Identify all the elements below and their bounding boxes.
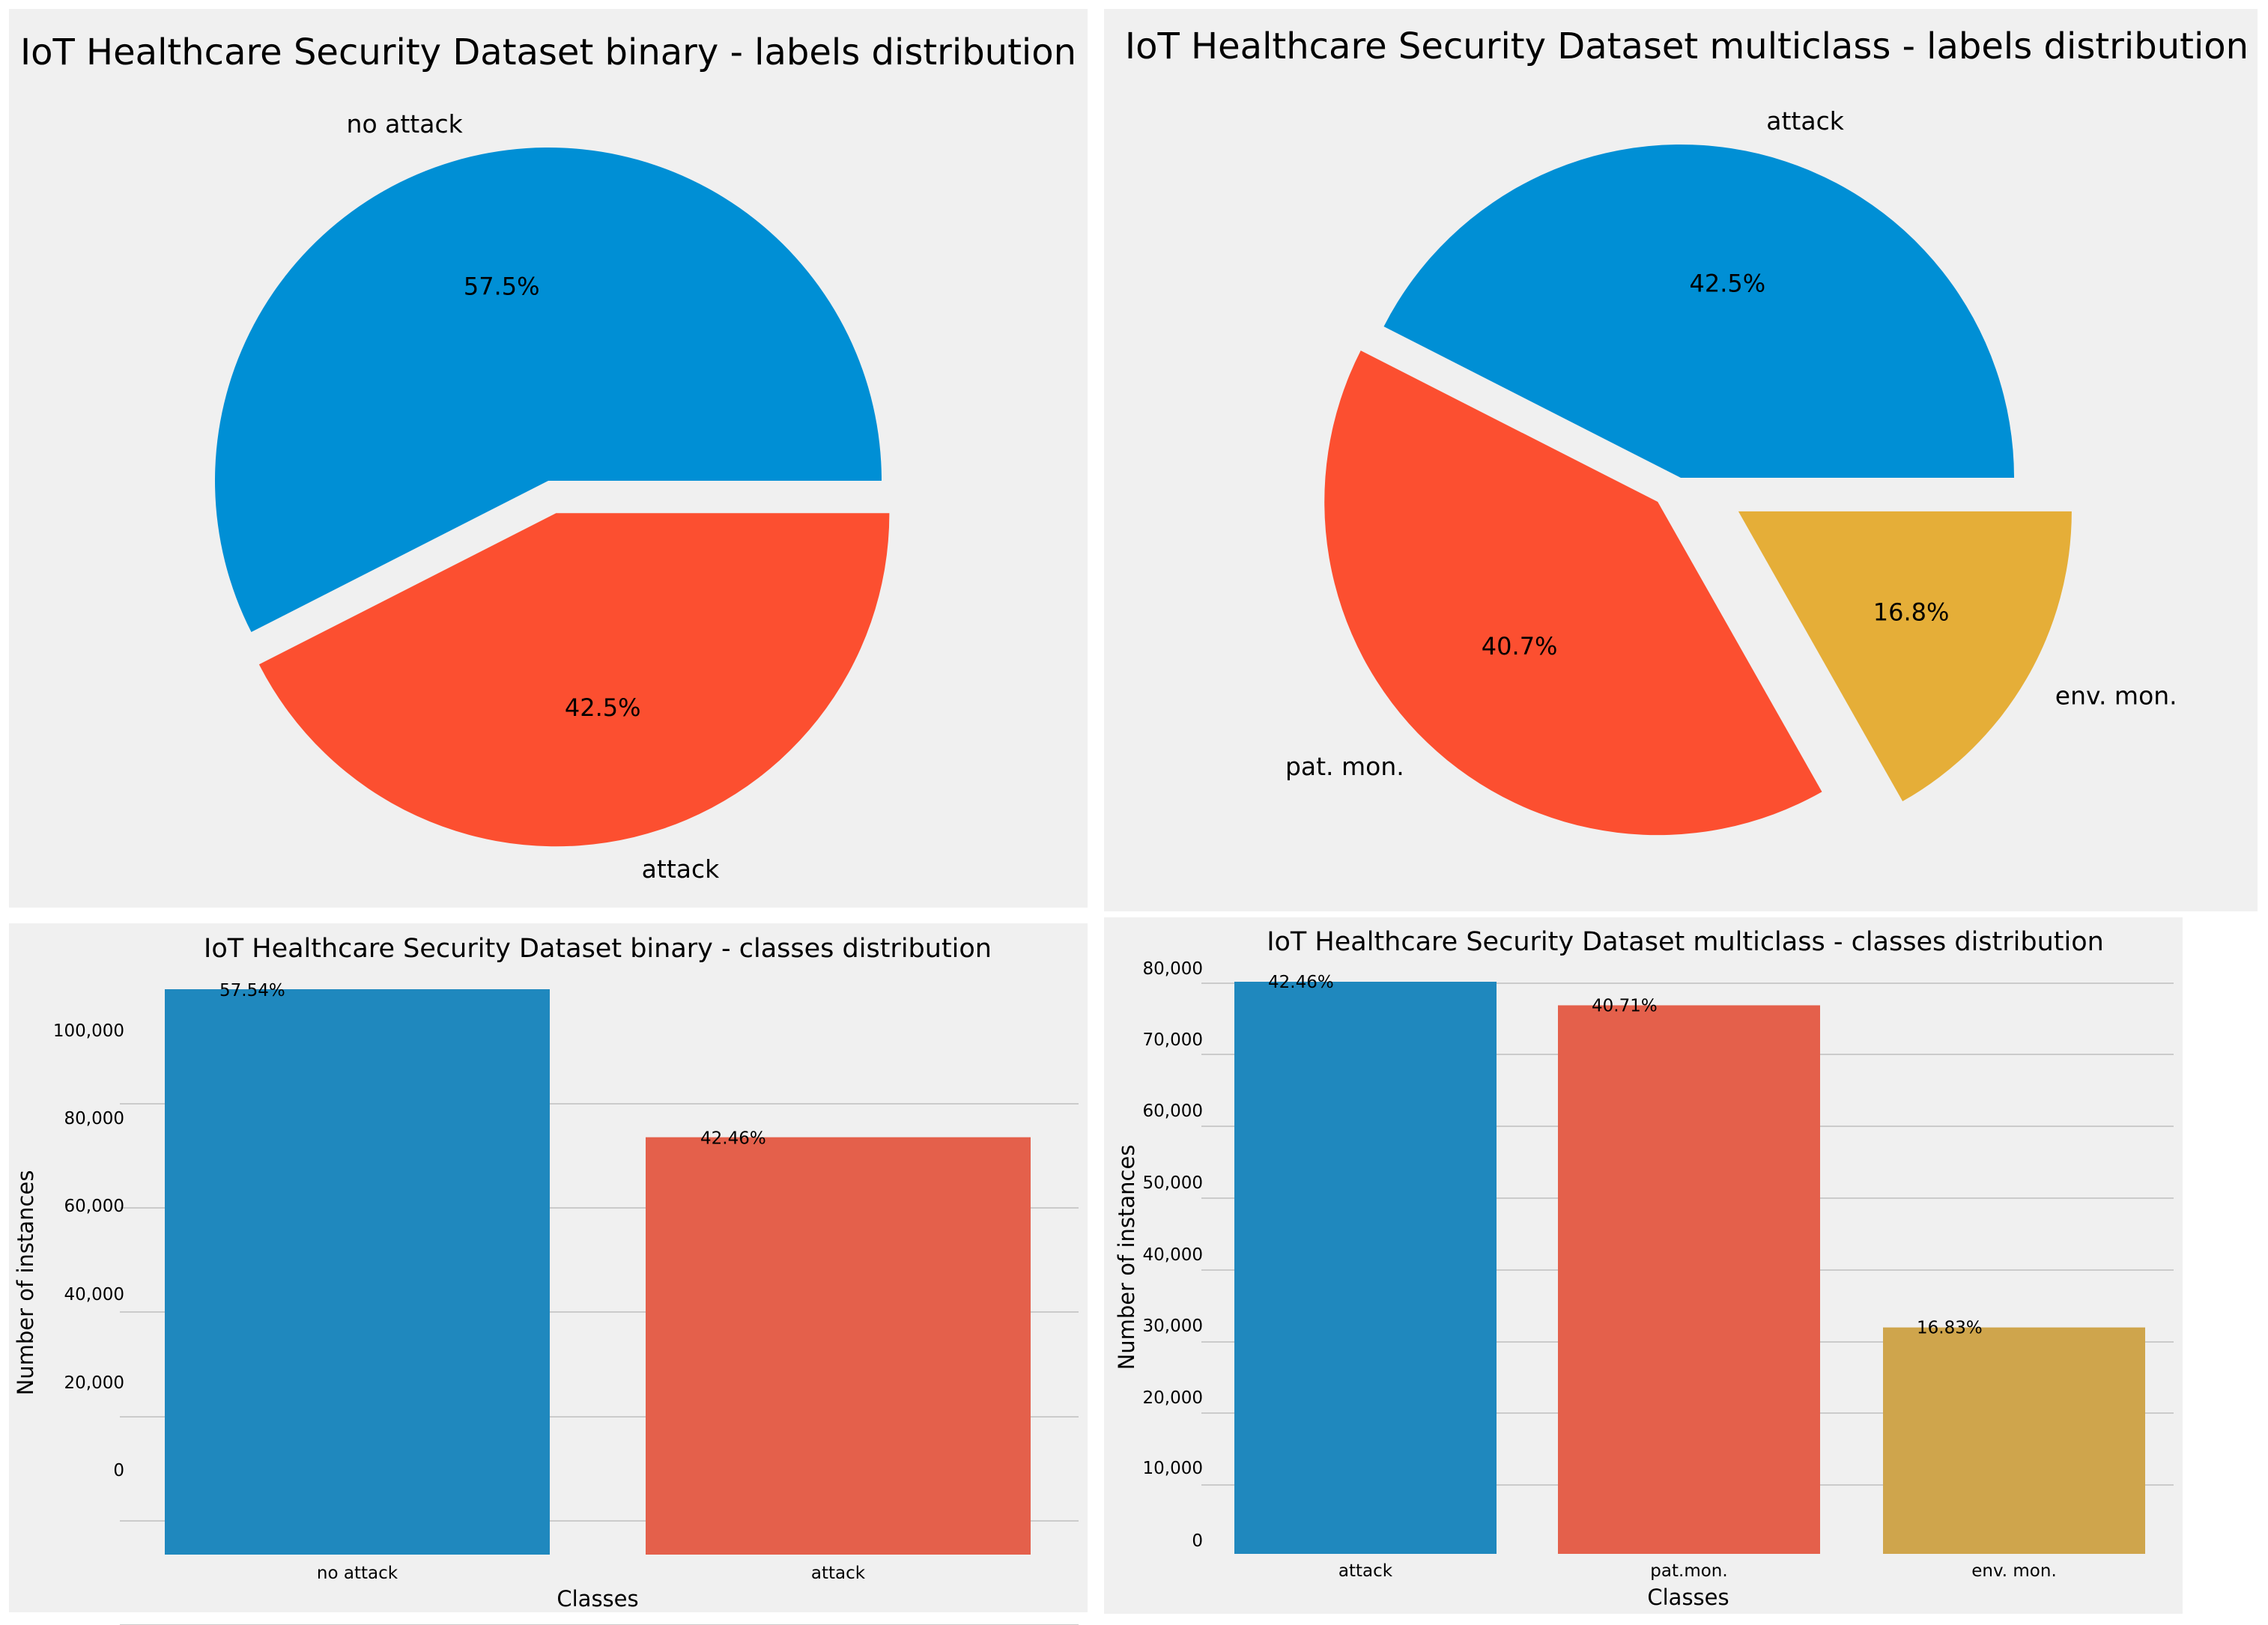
- multiclass-pie-label-pat-mon: pat. mon.: [1285, 752, 1404, 781]
- multiclass-bar-ylabel: Number of instances: [1114, 1145, 1139, 1370]
- binary-bar-chart: IoT Healthcare Security Dataset binary -…: [13, 934, 1079, 1625]
- binary-bar-attack: [646, 1137, 1031, 1555]
- multiclass-bar-xtick-env-mon: env. mon.: [1971, 1561, 2057, 1581]
- binary-bar-ytick: 40,000: [64, 1285, 124, 1304]
- multiclass-bar-env-mon: [1883, 1327, 2145, 1554]
- binary-bar-xtick-attack: attack: [811, 1564, 866, 1583]
- binary-bar-xlabel: Classes: [557, 1586, 638, 1612]
- binary-bar-ytick: 20,000: [64, 1373, 124, 1393]
- multiclass-bar-value-label: 16.83%: [1917, 1319, 1983, 1338]
- binary-pie-slice-attack: [258, 513, 890, 847]
- multiclass-pie-slice-env-mon: [1738, 511, 2072, 802]
- multiclass-bar-ytick: 80,000: [1143, 959, 1203, 979]
- binary-pie-pct-label: 42.5%: [565, 693, 641, 722]
- binary-pie-pct-label: 57.5%: [464, 272, 540, 300]
- multiclass-pie-pct-label: 16.8%: [1873, 598, 1950, 626]
- multiclass-pie-pct-label: 40.7%: [1482, 632, 1558, 660]
- binary-pie-label-no-attack: no attack: [347, 109, 464, 139]
- multiclass-bar-ytick: 10,000: [1143, 1459, 1203, 1478]
- multiclass-bar-panel: IoT Healthcare Security Dataset multicla…: [1104, 917, 2183, 1614]
- multiclass-pie-panel: IoT Healthcare Security Dataset multicla…: [1104, 9, 2258, 911]
- multiclass-pie-chart: IoT Healthcare Security Dataset multicla…: [1125, 25, 2249, 836]
- multiclass-bar-xtick-attack: attack: [1338, 1561, 1393, 1581]
- binary-bar-panel: IoT Healthcare Security Dataset binary -…: [9, 923, 1088, 1625]
- binary-pie-chart: IoT Healthcare Security Dataset binary -…: [20, 31, 1076, 884]
- binary-bar-xtick-no-attack: no attack: [317, 1564, 398, 1583]
- multiclass-bar-ytick: 60,000: [1143, 1102, 1203, 1121]
- multiclass-pie-slice-pat-mon: [1324, 350, 1822, 836]
- multiclass-bar-value-label: 42.46%: [1268, 973, 1334, 992]
- binary-pie-slice-no-attack: [215, 148, 882, 633]
- multiclass-bar-ytick: 50,000: [1143, 1173, 1203, 1193]
- multiclass-pie-title: IoT Healthcare Security Dataset multicla…: [1125, 25, 2249, 67]
- binary-pie-label-attack: attack: [642, 854, 720, 884]
- multiclass-bar-xlabel: Classes: [1647, 1585, 1729, 1610]
- multiclass-bar-ytick: 20,000: [1143, 1388, 1203, 1408]
- binary-bar-title: IoT Healthcare Security Dataset binary -…: [204, 934, 992, 964]
- binary-bar-ytick: 100,000: [53, 1021, 124, 1041]
- multiclass-bar-chart: IoT Healthcare Security Dataset multicla…: [1114, 927, 2174, 1610]
- multiclass-bar-attack: [1234, 982, 1497, 1554]
- binary-pie-title: IoT Healthcare Security Dataset binary -…: [20, 31, 1076, 73]
- multiclass-bar-ytick: 30,000: [1143, 1316, 1203, 1336]
- binary-bar-value-label: 57.54%: [219, 981, 285, 1000]
- multiclass-bar-title: IoT Healthcare Security Dataset multicla…: [1267, 927, 2104, 957]
- multiclass-bar-ytick: 0: [1192, 1531, 1203, 1551]
- multiclass-pie-slice-attack: [1383, 144, 2014, 478]
- binary-pie-panel: IoT Healthcare Security Dataset binary -…: [9, 9, 1088, 908]
- multiclass-bar-xtick-pat-mon: pat.mon.: [1650, 1561, 1727, 1581]
- multiclass-bar-ytick: 70,000: [1143, 1030, 1203, 1050]
- multiclass-pie-pct-label: 42.5%: [1690, 269, 1766, 297]
- multiclass-pie-label-env-mon: env. mon.: [2055, 681, 2177, 710]
- binary-bar-ytick: 80,000: [64, 1109, 124, 1129]
- binary-bar-value-label: 42.46%: [700, 1129, 766, 1149]
- binary-bar-no-attack: [165, 989, 550, 1555]
- binary-bar-ylabel: Number of instances: [13, 1170, 38, 1396]
- multiclass-bar-ytick: 40,000: [1143, 1245, 1203, 1265]
- multiclass-pie-label-attack: attack: [1766, 106, 1844, 136]
- binary-bar-ytick: 60,000: [64, 1197, 124, 1216]
- multiclass-bar-value-label: 40.71%: [1592, 996, 1658, 1015]
- multiclass-bar-pat-mon: [1558, 1005, 1820, 1554]
- binary-bar-ytick: 0: [113, 1461, 124, 1480]
